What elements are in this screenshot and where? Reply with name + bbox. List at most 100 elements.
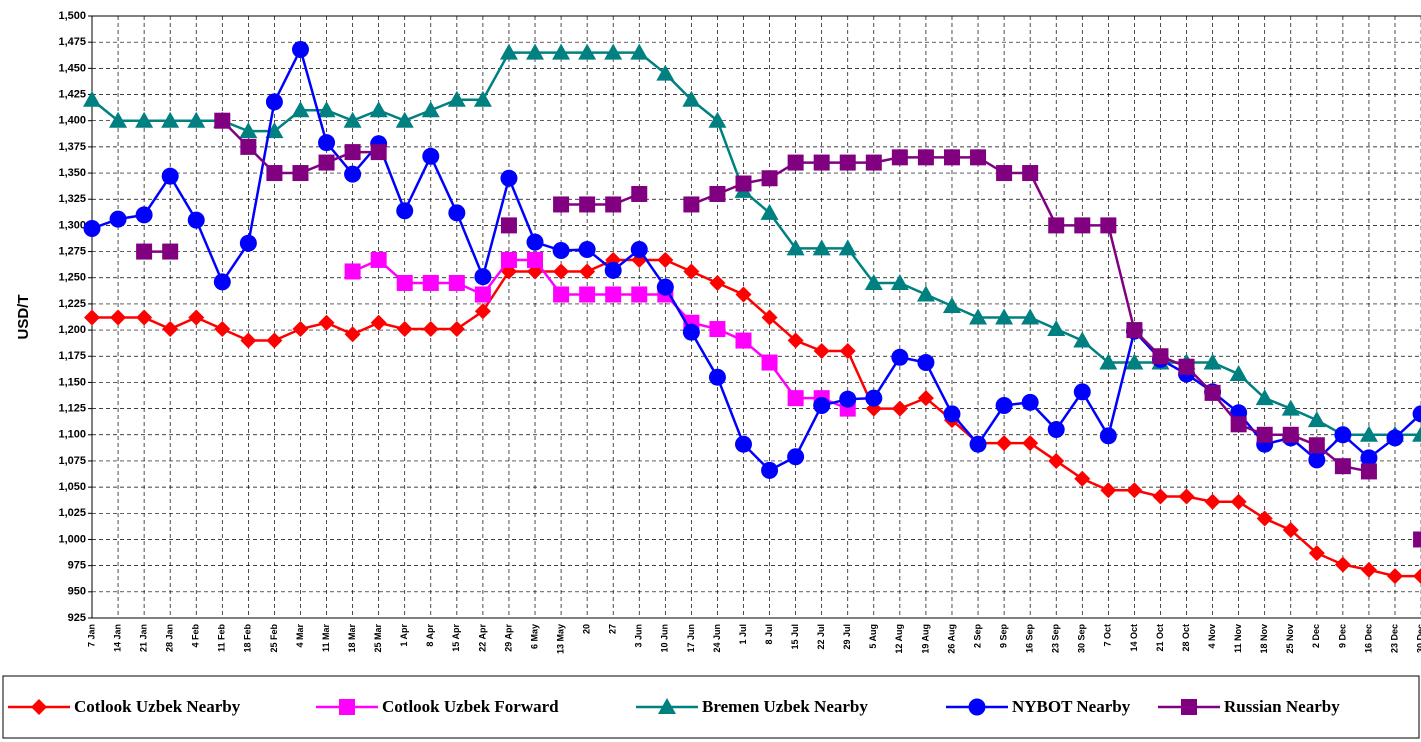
data-point — [578, 240, 596, 258]
data-point — [422, 321, 439, 338]
data-point — [422, 274, 439, 291]
data-point — [318, 134, 336, 152]
data-point — [682, 90, 701, 107]
data-point — [187, 111, 206, 128]
data-point — [136, 309, 153, 326]
data-point — [84, 309, 100, 326]
data-point — [473, 90, 492, 107]
x-tick-label: 18 Nov — [1259, 624, 1269, 654]
y-tick-label: 1,350 — [58, 167, 86, 179]
legend-marker — [1181, 699, 1197, 715]
x-tick-label: 22 Jul — [816, 624, 826, 650]
data-point — [526, 233, 544, 251]
data-point — [343, 111, 362, 128]
x-tick-label: 21 Jan — [138, 624, 148, 652]
data-point — [422, 147, 440, 165]
data-point — [266, 165, 283, 182]
data-point — [370, 144, 387, 161]
data-point — [1100, 482, 1117, 499]
data-point — [317, 101, 336, 118]
legend-marker — [658, 698, 676, 714]
x-tick-label: 11 Nov — [1233, 624, 1243, 653]
data-point — [1307, 411, 1326, 428]
data-point — [604, 43, 623, 60]
legend-label: Russian Nearby — [1224, 697, 1340, 716]
x-tick-label: 9 Sep — [998, 624, 1008, 649]
data-point — [1360, 561, 1377, 578]
x-tick-label: 4 Mar — [295, 624, 305, 648]
data-point — [604, 261, 622, 279]
data-point — [240, 138, 257, 155]
data-point — [969, 435, 987, 453]
data-point — [708, 111, 727, 128]
y-tick-label: 1,050 — [58, 481, 86, 493]
data-point — [761, 461, 779, 479]
data-point — [890, 273, 909, 290]
x-tick-label: 26 Aug — [946, 624, 956, 654]
data-point — [292, 165, 309, 182]
data-point — [188, 309, 205, 326]
legend-label: Cotlook Uzbek Forward — [382, 697, 559, 716]
data-point — [1204, 493, 1221, 510]
data-point — [943, 405, 961, 423]
data-point — [396, 274, 413, 291]
x-tick-label: 11 Feb — [217, 623, 227, 652]
data-point — [500, 251, 517, 268]
data-point — [553, 286, 570, 303]
data-point — [579, 286, 596, 303]
data-point — [266, 332, 283, 349]
data-point — [683, 263, 700, 280]
x-tick-label: 23 Sep — [1051, 624, 1061, 654]
x-tick-label: 5 Aug — [868, 624, 878, 649]
data-point — [1282, 522, 1299, 539]
data-point — [761, 354, 778, 371]
data-point — [344, 326, 361, 343]
data-point — [709, 321, 726, 338]
data-point — [1047, 421, 1065, 439]
data-point — [448, 274, 465, 291]
data-point — [813, 396, 831, 414]
x-tick-label: 13 May — [555, 624, 565, 654]
data-point — [839, 154, 856, 171]
data-point — [683, 196, 700, 213]
data-point — [1022, 165, 1039, 182]
data-point — [187, 211, 205, 229]
x-tick-label: 6 May — [529, 624, 539, 649]
data-point — [917, 354, 935, 372]
y-tick-label: 1,275 — [58, 245, 86, 257]
data-point — [735, 175, 752, 192]
y-tick-label: 1,475 — [58, 36, 86, 48]
x-tick-label: 7 Jan — [86, 624, 96, 647]
data-point — [812, 239, 831, 256]
data-point — [1386, 429, 1404, 447]
data-point — [370, 314, 387, 331]
data-point — [1204, 384, 1221, 401]
data-point — [474, 303, 491, 320]
data-point — [1387, 568, 1403, 585]
data-point — [995, 396, 1013, 414]
data-point — [135, 111, 154, 128]
data-point — [709, 185, 726, 202]
data-point — [942, 297, 961, 314]
data-point — [1412, 425, 1421, 442]
data-point — [162, 321, 179, 338]
data-point — [761, 309, 778, 326]
x-tick-label: 18 Mar — [347, 624, 357, 653]
legend-label: NYBOT Nearby — [1012, 697, 1131, 716]
data-point — [813, 154, 830, 171]
x-tick-label: 4 Nov — [1207, 624, 1217, 649]
data-point — [995, 308, 1014, 325]
x-tick-label: 27 — [608, 624, 618, 634]
data-point — [214, 112, 231, 129]
data-point — [1360, 463, 1377, 480]
data-point — [891, 348, 909, 366]
data-point — [1308, 437, 1325, 454]
data-point — [500, 169, 518, 187]
data-point — [1021, 308, 1040, 325]
legend-marker — [968, 698, 986, 716]
data-point — [1334, 426, 1352, 444]
data-point — [265, 93, 283, 111]
x-tick-label: 29 Apr — [503, 624, 513, 652]
data-point — [917, 149, 934, 166]
x-tick-label: 7 Oct — [1103, 624, 1113, 647]
